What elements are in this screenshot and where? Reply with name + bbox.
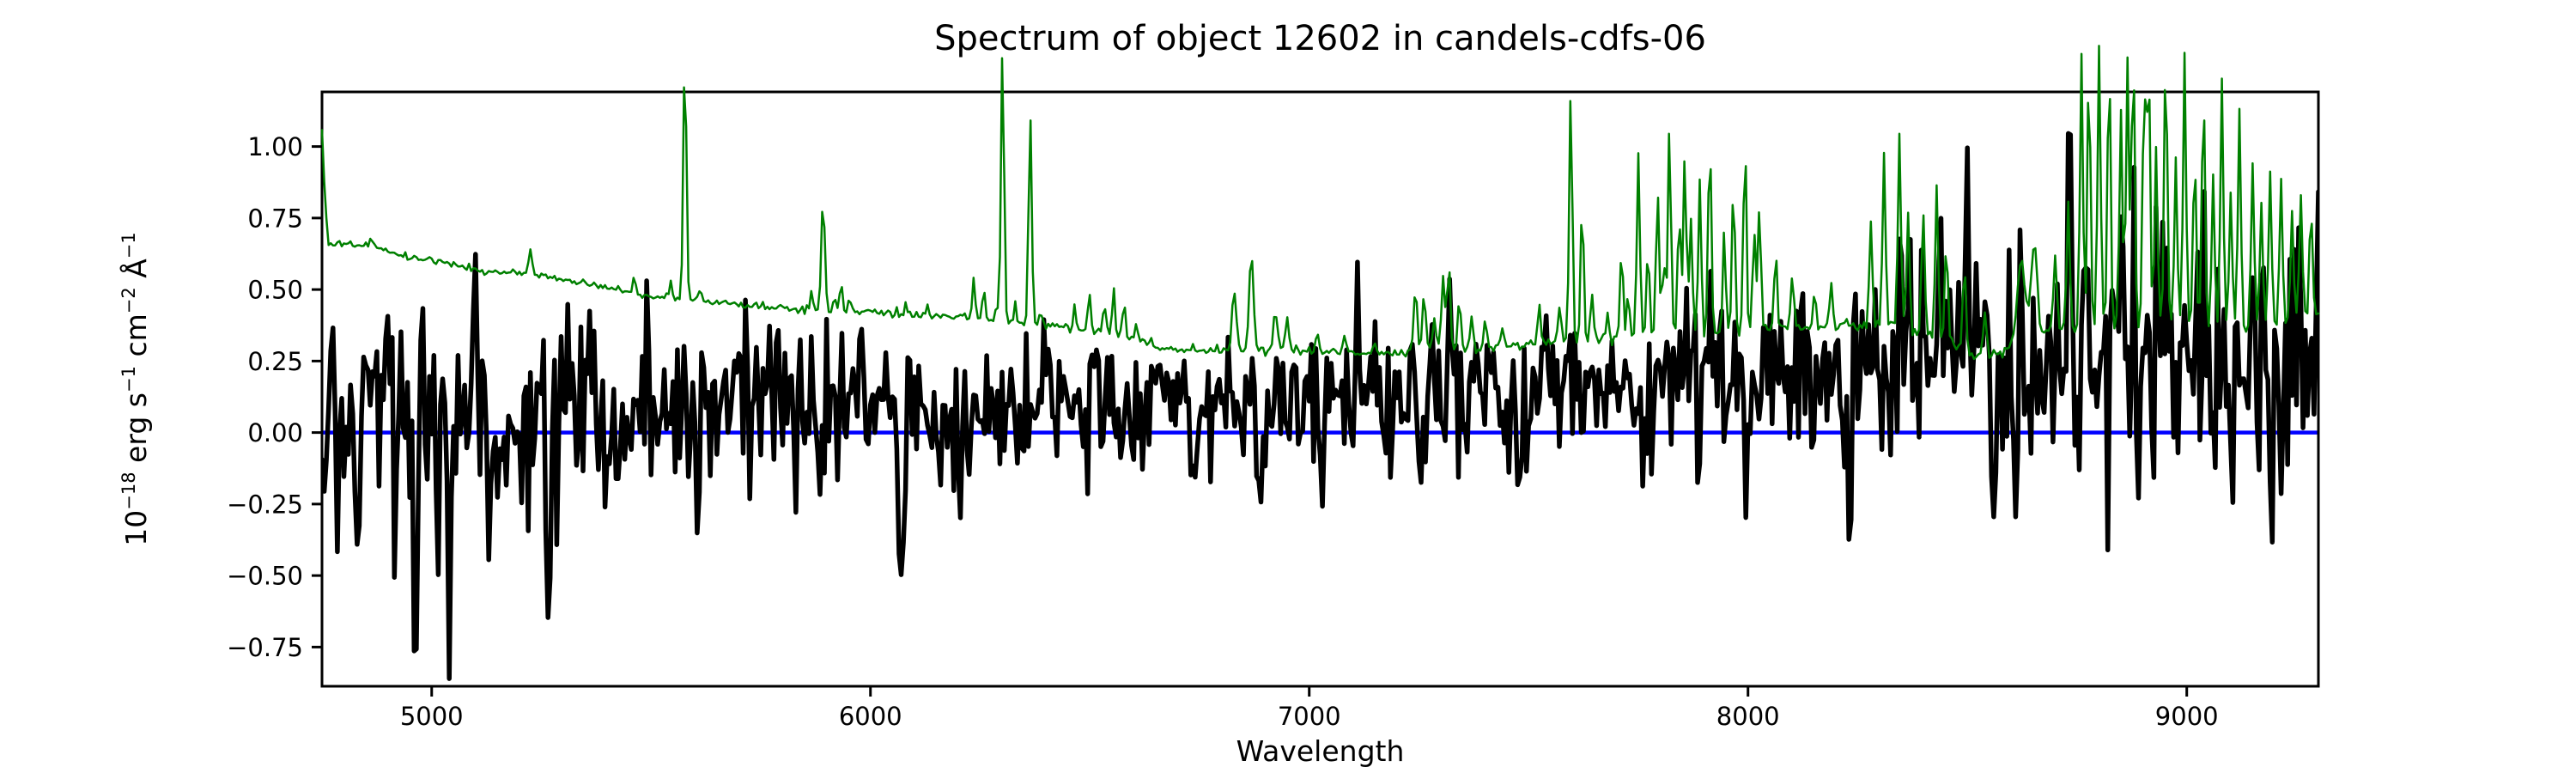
plot-background bbox=[322, 92, 2318, 686]
y-tick-label: −0.75 bbox=[227, 633, 303, 662]
plot-title: Spectrum of object 12602 in candels-cdfs… bbox=[934, 19, 1706, 58]
sky-noise-spectrum-line bbox=[320, 45, 2320, 361]
y-tick-label: −0.50 bbox=[227, 562, 303, 591]
x-tick-label: 7000 bbox=[1278, 702, 1341, 731]
flux-spectrum-line bbox=[321, 131, 2319, 681]
x-tick-label: 5000 bbox=[400, 702, 464, 731]
y-axis-label: 10−18 erg s−1 cm−2 Å−1 bbox=[118, 232, 153, 546]
x-tick-label: 9000 bbox=[2155, 702, 2219, 731]
axes-frame bbox=[320, 90, 2320, 688]
y-tick-label: 0.25 bbox=[247, 347, 303, 376]
y-axis: 1.00 0.75 0.50 0.25 0.00 −0.25 −0.50 −0.75 bbox=[227, 132, 322, 662]
y-tick-label: 0.00 bbox=[247, 418, 303, 447]
x-tick-label: 8000 bbox=[1716, 702, 1780, 731]
y-tick-label: −0.25 bbox=[227, 490, 303, 519]
y-tick-label: 1.00 bbox=[247, 132, 303, 161]
y-tick-label: 0.75 bbox=[247, 204, 303, 233]
y-tick-label: 0.50 bbox=[247, 276, 303, 305]
x-axis-label: Wavelength bbox=[1236, 734, 1405, 768]
x-tick-label: 6000 bbox=[839, 702, 902, 731]
x-axis: 5000 6000 7000 8000 9000 bbox=[400, 686, 2219, 731]
